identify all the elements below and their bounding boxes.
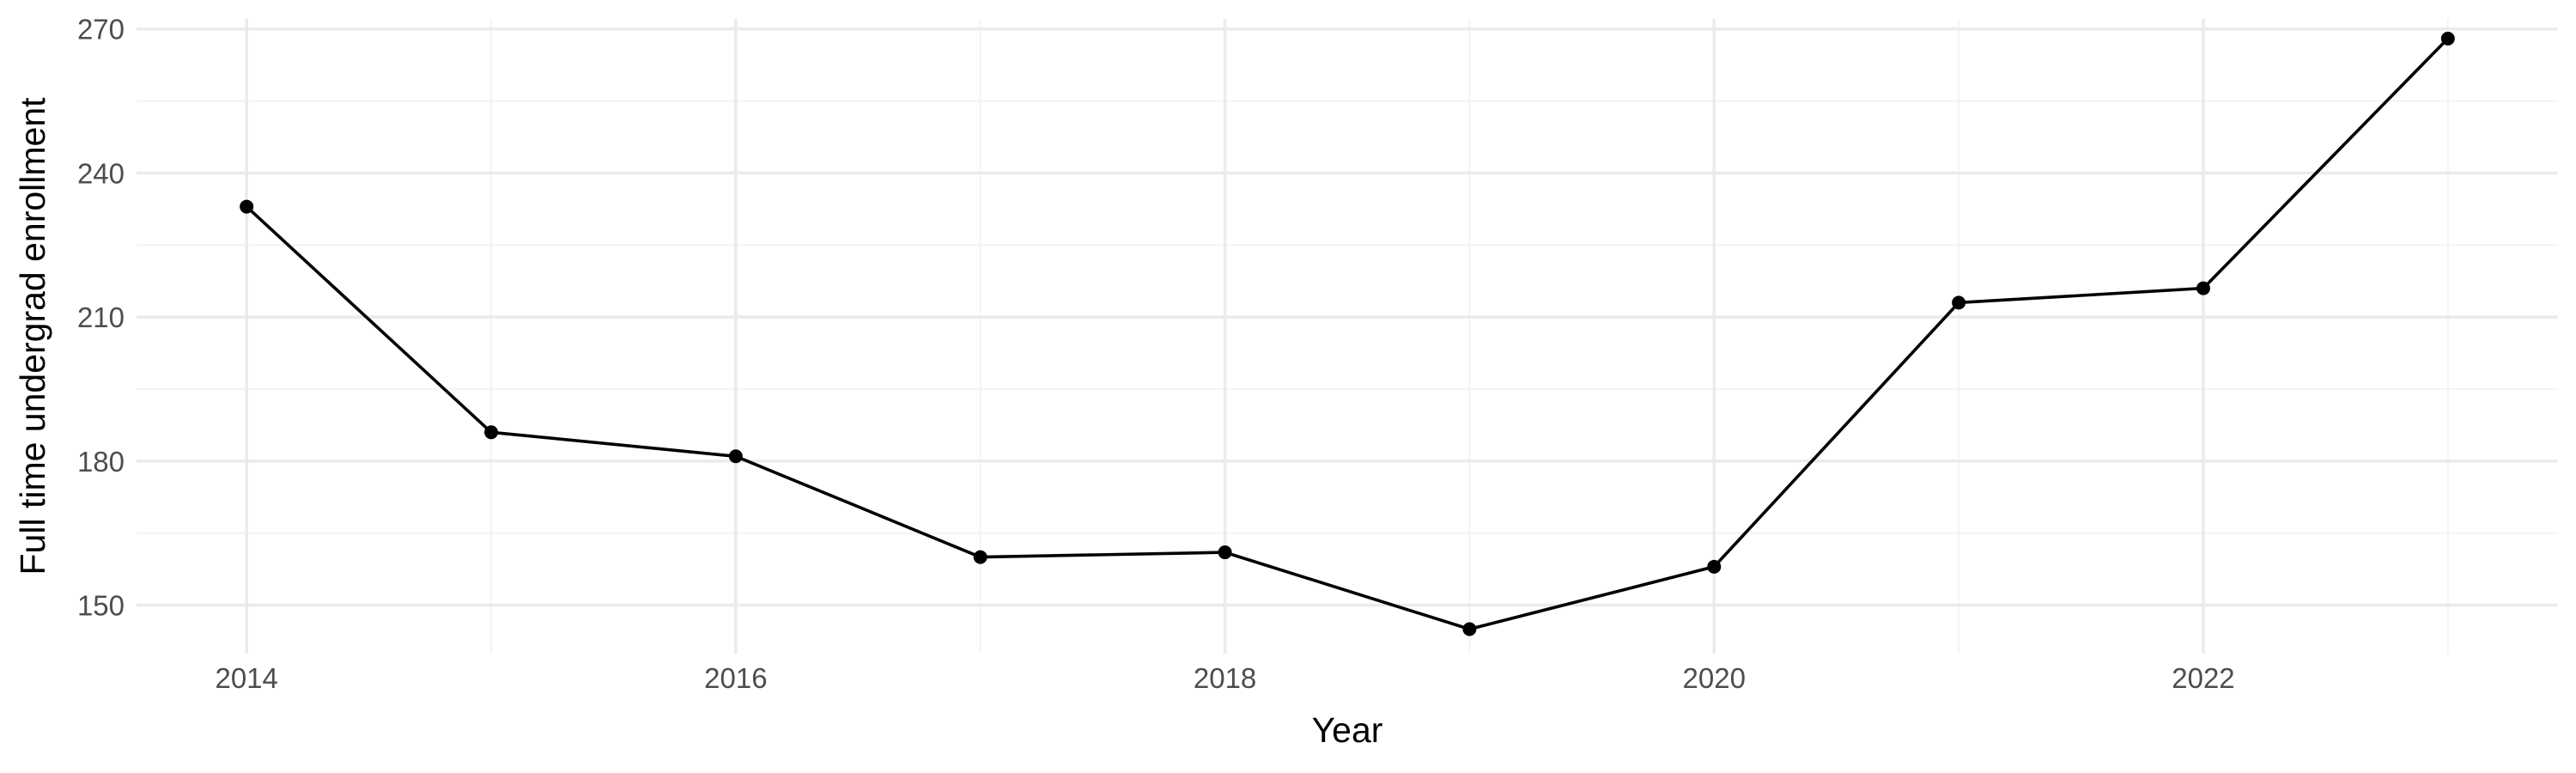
minor-gridlines [137,19,2558,654]
y-tick-label: 210 [77,301,125,333]
x-axis-title: Year [1312,710,1383,750]
data-point [1218,545,1232,560]
y-tick-label: 180 [77,446,125,478]
series-layer [240,31,2455,636]
y-axis-tick-labels: 150 180 210 240 270 [77,14,125,622]
x-tick-label: 2020 [1683,662,1746,694]
y-tick-label: 150 [77,590,125,622]
data-point [240,199,254,214]
x-tick-label: 2016 [704,662,767,694]
data-point [973,550,987,564]
x-tick-label: 2022 [2172,662,2234,694]
major-gridlines [137,19,2558,654]
data-point [1707,559,1722,574]
data-point [1952,295,1966,310]
x-axis-tick-labels: 2014 2016 2018 2020 2022 [215,662,2234,694]
y-tick-label: 270 [77,14,125,46]
x-tick-label: 2014 [215,662,277,694]
data-point [2440,31,2455,46]
y-axis-title: Full time undergrad enrollment [13,97,52,575]
x-tick-label: 2018 [1194,662,1256,694]
series-line [245,37,2450,631]
data-point [728,449,743,464]
data-point [2196,281,2210,295]
data-point [484,425,499,440]
y-tick-label: 240 [77,157,125,189]
data-point [1462,622,1477,636]
